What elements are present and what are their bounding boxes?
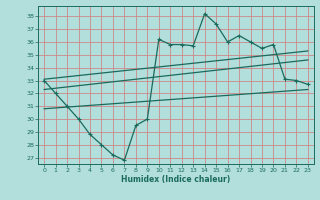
X-axis label: Humidex (Indice chaleur): Humidex (Indice chaleur) <box>121 175 231 184</box>
